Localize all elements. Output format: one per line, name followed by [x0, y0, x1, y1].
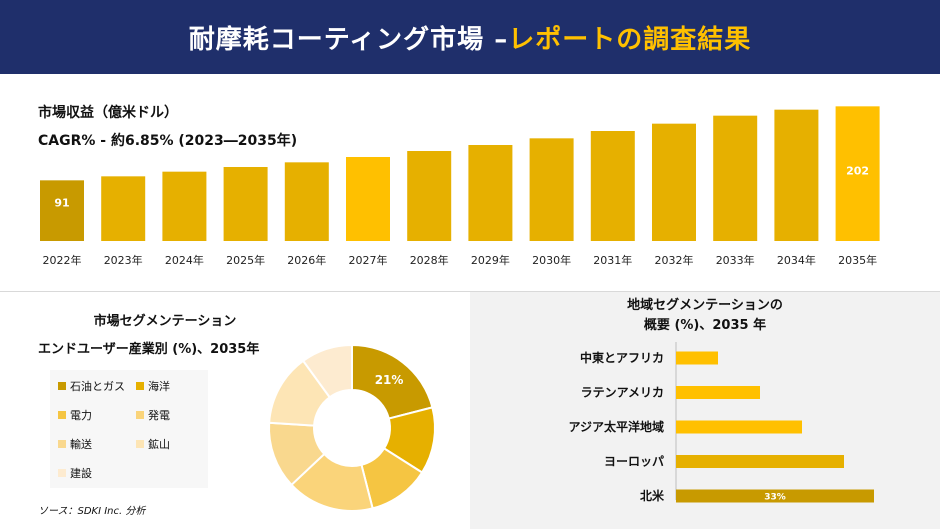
revenue-bar-chart: 91 2022年 2023年 2024年 2025年 2026年 2027年 2028年 202…	[40, 106, 880, 267]
region-title: 地域セグメンテーションの	[627, 298, 783, 313]
legend-swatch	[58, 411, 66, 419]
legend-label: 海洋	[148, 380, 170, 393]
legend-swatch	[58, 469, 66, 477]
revenue-bar	[407, 151, 452, 241]
segment-title: 市場セグメンテーション	[93, 314, 237, 329]
title-accent: レポートの調査結果	[508, 24, 752, 55]
year-tick-label: 2031年	[593, 253, 632, 267]
year-tick-label: 2035年	[838, 253, 877, 267]
legend-item: 建設	[58, 465, 92, 481]
region-category-label: 中東とアフリカ	[580, 350, 664, 365]
year-tick-label: 2025年	[226, 253, 265, 267]
legend-swatch	[136, 382, 144, 390]
revenue-bar	[713, 115, 758, 241]
revenue-value-label: 91	[54, 196, 69, 209]
revenue-bar	[835, 106, 880, 241]
revenue-bar	[652, 123, 696, 241]
year-tick-label: 2033年	[716, 253, 755, 267]
revenue-bar	[468, 145, 513, 241]
region-bar	[676, 351, 718, 365]
region-bar	[676, 455, 844, 468]
legend-item: 輸送	[58, 436, 92, 452]
segment-subtitle: エンドユーザー産業別 (%)、2035年	[38, 342, 260, 357]
legend-label: 建設	[70, 467, 92, 480]
region-category-label: アジア太平洋地域	[568, 419, 664, 434]
legend-item: 石油とガス	[58, 378, 125, 394]
region-bar	[676, 420, 802, 434]
revenue-bar	[223, 167, 268, 241]
revenue-bar	[774, 109, 819, 242]
revenue-bar	[101, 176, 146, 241]
region-bar	[676, 386, 760, 399]
year-tick-label: 2022年	[43, 253, 82, 267]
donut-slice-label: 21%	[375, 373, 404, 387]
revenue-bar	[529, 138, 574, 241]
title-main: 耐摩耗コーティング市場 –	[188, 24, 509, 55]
revenue-cagr: CAGR% - 約6.85% (2023―2035年)	[38, 133, 298, 149]
legend-swatch	[58, 440, 66, 448]
region-category-label: ヨーロッパ	[604, 455, 664, 469]
legend-label: 電力	[70, 409, 92, 422]
legend-label: 発電	[148, 409, 170, 422]
legend-item: 発電	[136, 407, 170, 423]
donut-slice	[351, 343, 434, 420]
year-tick-label: 2023年	[104, 253, 143, 267]
year-tick-label: 2029年	[471, 253, 510, 267]
legend-item: 鉱山	[136, 436, 170, 452]
segment-legend: 石油とガス 海洋電力 発電輸送 鉱山建設	[50, 370, 208, 488]
donut-slice	[301, 343, 353, 399]
legend-label: 石油とガス	[70, 380, 125, 393]
source-note: ソース：SDKI Inc. 分析	[38, 506, 146, 517]
legend-item: 海洋	[136, 378, 170, 394]
legend-swatch	[58, 382, 66, 390]
legend-label: 輸送	[70, 438, 92, 451]
region-subtitle: 概要 (%)、2035 年	[643, 318, 767, 333]
revenue-bar	[590, 131, 635, 241]
legend-swatch	[136, 440, 144, 448]
legend-label: 鉱山	[148, 438, 170, 451]
legend-swatch	[136, 411, 144, 419]
year-tick-label: 2028年	[410, 253, 449, 267]
page-title: 耐摩耗コーティング市場 –レポートの調査結果	[189, 19, 752, 56]
revenue-bar	[162, 171, 207, 241]
revenue-bar	[40, 180, 84, 241]
region-category-label: ラテンアメリカ	[581, 386, 664, 400]
year-tick-label: 2030年	[532, 253, 571, 267]
year-tick-label: 2032年	[655, 253, 694, 267]
region-category-label: 北米	[640, 488, 665, 503]
section-divider	[0, 291, 940, 292]
year-tick-label: 2027年	[349, 253, 388, 267]
year-tick-label: 2034年	[777, 253, 816, 267]
header-banner: 耐摩耗コーティング市場 –レポートの調査結果	[0, 0, 940, 74]
region-bar	[676, 489, 874, 503]
revenue-title: 市場収益（億米ドル）	[38, 105, 178, 121]
revenue-bar	[284, 162, 329, 241]
legend-item: 電力	[58, 407, 92, 423]
revenue-bar	[346, 157, 390, 241]
year-tick-label: 2026年	[287, 253, 326, 267]
revenue-value-label: 202	[846, 164, 869, 177]
year-tick-label: 2024年	[165, 253, 204, 267]
region-value-label: 33%	[764, 493, 786, 503]
